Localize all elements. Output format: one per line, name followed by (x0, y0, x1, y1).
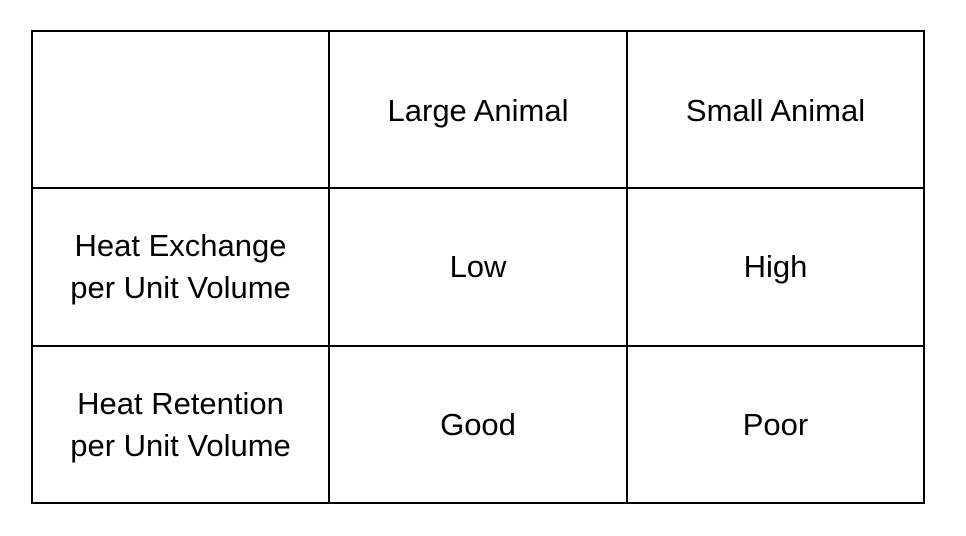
row-header-line: Heat Exchange (74, 228, 287, 263)
row-header-line: per Unit Volume (70, 270, 291, 305)
table-cell: Low (330, 189, 628, 347)
column-header-small-animal: Small Animal (628, 32, 923, 189)
row-header-line: per Unit Volume (70, 427, 291, 463)
comparison-table: Large Animal Small Animal Heat Exchange … (31, 30, 925, 504)
column-header-large-animal: Large Animal (330, 32, 628, 189)
row-header-line: Heat Retention (77, 385, 284, 421)
table-cell: Poor (742, 406, 809, 442)
row-header-heat-exchange: Heat Exchange per Unit Volume (33, 189, 330, 347)
row-header-heat-retention: Heat Retention per Unit Volume (33, 347, 330, 502)
corner-cell (33, 32, 330, 189)
table-cell: Good (330, 347, 628, 502)
table-cell: High (628, 189, 923, 347)
